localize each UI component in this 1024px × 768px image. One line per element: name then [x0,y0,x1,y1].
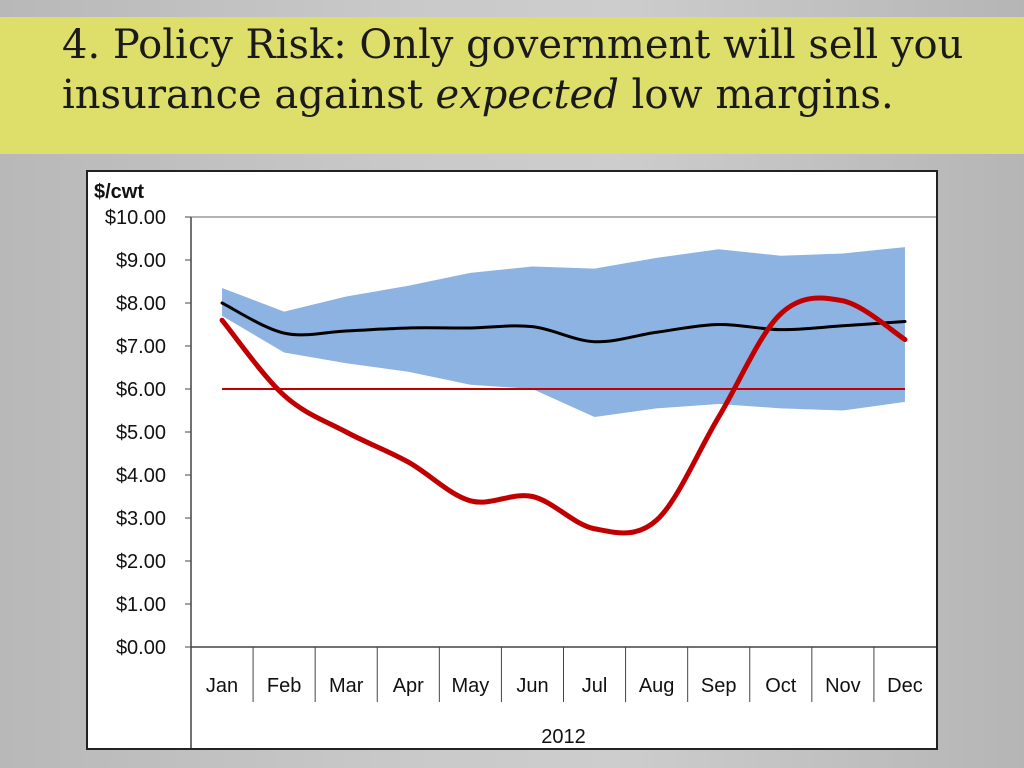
y-tick-label: $0.00 [116,637,166,659]
y-tick-label: $1.00 [116,594,166,616]
x-tick-label: May [451,675,489,697]
line-chart: $0.00 $1.00 $2.00 $3.00 $4.00 $5.00 $6.00 $7.00… [94,181,936,748]
series-line-1 [220,301,907,344]
x-tick-label: Oct [765,675,797,697]
x-tick-label: Sep [701,675,737,697]
y-tick-label: $9.00 [116,250,166,272]
y-tick-label: $4.00 [116,465,166,487]
title-band [0,17,1024,154]
x-axis-year-label: 2012 [541,726,586,748]
y-tick-label: $7.00 [116,336,166,358]
axis-layer [185,216,936,748]
band-layer [222,247,905,417]
y-axis-unit-label: $/cwt [94,181,144,203]
title-emphasis: expected [435,72,619,118]
y-tick-label: $3.00 [116,508,166,530]
x-tick-label: Jul [582,675,608,697]
x-tick-label: Jun [516,675,548,697]
x-tick-label: Apr [393,675,424,697]
x-tick-label: Feb [267,675,301,697]
x-tick-label: Aug [639,675,675,697]
y-tick-labels: $0.00 $1.00 $2.00 $3.00 $4.00 $5.00 $6.00 $7.00… [105,207,166,659]
series-layer [219,295,908,536]
forecast-range-band [222,247,905,417]
x-tick-label: Mar [329,675,364,697]
x-tick-label: Dec [887,675,923,697]
y-tick-label: $8.00 [116,293,166,315]
y-tick-label: $2.00 [116,551,166,573]
chart-frame: $0.00 $1.00 $2.00 $3.00 $4.00 $5.00 $6.00 $7.00… [86,170,938,750]
y-tick-label: $10.00 [105,207,166,229]
y-tick-label: $6.00 [116,379,166,401]
x-tick-label: Jan [206,675,238,697]
slide-title: 4. Policy Risk: Only government will sel… [62,20,1012,120]
title-part-2: low margins. [631,72,894,118]
x-tick-label: Nov [825,675,861,697]
series-line-2 [219,295,908,536]
y-tick-label: $5.00 [116,422,166,444]
x-tick-labels: Jan Feb Mar Apr May Jun Jul Aug Sep Oct Nov Dec [206,675,923,697]
title-part-1: 4. Policy Risk: Only government will sel… [62,22,964,118]
